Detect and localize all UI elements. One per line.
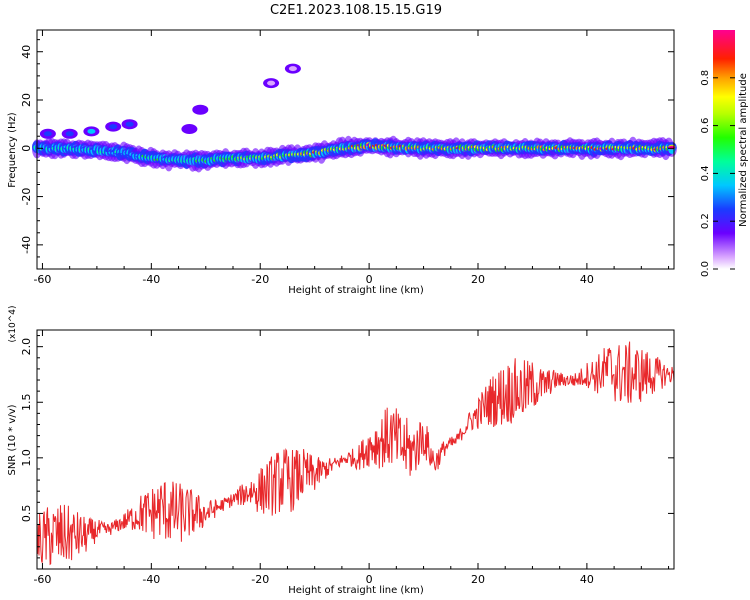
snr-x-axis-label: Height of straight line (km) [288, 585, 424, 596]
snr-x-tick-label: 20 [471, 573, 485, 586]
spectrogram-x-axis-label: Height of straight line (km) [288, 285, 424, 296]
spectrogram-y-tick-label: 0 [20, 145, 33, 152]
spectrogram-secondary-point [185, 126, 194, 132]
spectrogram-x-tick-label: 20 [471, 273, 485, 286]
spectrogram-secondary-point [87, 128, 96, 134]
spectrogram-y-tick-label: 20 [20, 93, 33, 107]
colorbar-tick-label: 0.2 [700, 213, 711, 229]
spectrogram-x-tick-label: -60 [33, 273, 51, 286]
colorbar-gradient [713, 30, 735, 269]
snr-x-tick-label: 40 [580, 573, 594, 586]
colorbar-tick-label: 0.6 [700, 118, 711, 134]
snr-x-tick-label: -40 [142, 573, 160, 586]
spectrogram-y-tick-label: -20 [20, 188, 33, 206]
snr-axes: -60 -40 -20 0 20 40 0.5 1.0 1.5 2.0 [20, 330, 674, 586]
spectrogram-secondary-point [125, 121, 134, 127]
colorbar-label: Normalized spectral amplitude [738, 73, 749, 227]
snr-y-tick-label: 2.0 [20, 338, 33, 356]
spectrogram-frame [36, 29, 675, 270]
spectrogram-secondary-point [43, 131, 52, 137]
spectrogram-secondary-point [267, 80, 276, 86]
colorbar-tick-label: 0.8 [700, 70, 711, 86]
snr-marks [36, 341, 675, 566]
snr-series-line [36, 341, 675, 566]
spectrogram-panel: -60 -40 -20 0 20 40 -40 -20 0 20 40 Height of stra… [7, 29, 677, 296]
spectrogram-secondary-point [65, 131, 74, 137]
snr-x-tick-label: -20 [251, 573, 269, 586]
spectrogram-x-tick-label: -20 [251, 273, 269, 286]
snr-y-axis-label: SNR (10 * v/v) [7, 404, 18, 475]
snr-x-tick-label: 0 [366, 573, 373, 586]
snr-x-tick-label: -60 [33, 573, 51, 586]
colorbar-tick-label: 0.0 [700, 261, 711, 277]
spectrogram-secondary-point [196, 107, 205, 113]
colorbar-ticks: 0.0 0.2 0.4 0.6 0.8 [700, 70, 735, 277]
spectrogram-axes: -60 -40 -20 0 20 40 -40 -20 0 20 40 [20, 30, 674, 286]
snr-panel: -60 -40 -20 0 20 40 0.5 1.0 1.5 2.0 Height of str… [7, 305, 675, 596]
spectrogram-y-tick-label: 40 [20, 45, 33, 59]
snr-frame [36, 329, 675, 570]
spectrogram-marks [32, 63, 677, 173]
snr-plot-area [37, 330, 674, 569]
spectrogram-secondary-point [288, 66, 297, 72]
snr-y-tick-label: 1.5 [20, 394, 33, 412]
colorbar-tick-label: 0.4 [700, 165, 711, 181]
colorbar: 0.0 0.2 0.4 0.6 0.8 Normalized spectral ampl… [700, 30, 749, 277]
snr-y-tick-label: 1.0 [20, 449, 33, 467]
snr-y-tick-label: 0.5 [20, 505, 33, 523]
spectrogram-x-tick-label: 40 [580, 273, 594, 286]
spectrogram-secondary-point [109, 124, 118, 130]
spectrogram-x-tick-label: -40 [142, 273, 160, 286]
snr-multiplier-label: (x10^4) [8, 305, 18, 342]
chart-title: C2E1.2023.108.15.15.G19 [270, 3, 442, 18]
spectrogram-y-axis-label: Frequency (Hz) [7, 112, 18, 188]
spectrogram-x-tick-label: 0 [366, 273, 373, 286]
spectrogram-y-tick-label: -40 [20, 236, 33, 254]
